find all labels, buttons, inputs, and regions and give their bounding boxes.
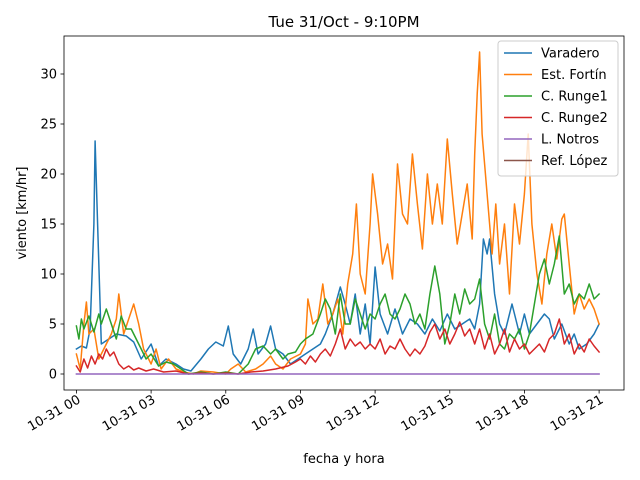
x-tick-label: 10-31 15: [399, 392, 457, 434]
plot-area: [63, 35, 625, 391]
legend-label-6: Ref. López: [541, 154, 608, 169]
legend-label-5: L. Notros: [541, 133, 599, 148]
x-tick-label: 10-31 06: [175, 392, 233, 434]
x-axis: 10-31 00 10-31 03 10-31 06 10-31 09 10-31 12…: [25, 390, 606, 435]
y-tick-label: 0: [49, 368, 57, 383]
x-axis-title: fecha y hora: [303, 452, 384, 467]
series-line-4: [75, 318, 601, 375]
chart-title: Tue 31/Oct - 9:10PM: [267, 13, 419, 31]
legend-label-2: Est. Fortín: [541, 68, 607, 83]
y-tick-label: 10: [40, 268, 57, 283]
y-axis: 0 5 10 15 20 25 30: [40, 68, 64, 383]
legend-label-4: C. Runge2: [541, 111, 608, 126]
series-lines: [75, 51, 601, 375]
y-tick-label: 5: [49, 318, 57, 333]
plot-frame: [63, 35, 625, 391]
legend-label-3: C. Runge1: [541, 90, 608, 105]
x-tick-label: 10-31 09: [249, 392, 307, 434]
series-line-2: [75, 51, 601, 375]
legend: Varadero Est. Fortín C. Runge1 C. Runge2 L. …: [497, 40, 619, 177]
series-line-3: [75, 235, 601, 375]
y-tick-label: 15: [40, 218, 57, 233]
y-tick-label: 25: [40, 118, 57, 133]
x-tick-label: 10-31 03: [100, 392, 158, 434]
y-tick-label: 30: [40, 68, 57, 83]
x-tick-label: 10-31 21: [548, 392, 606, 434]
x-tick-label: 10-31 00: [25, 392, 83, 434]
legend-label-1: Varadero: [541, 47, 599, 62]
x-tick-label: 10-31 12: [324, 392, 382, 434]
y-tick-label: 20: [40, 168, 57, 183]
y-axis-title: viento [km/hr]: [15, 166, 30, 259]
series-line-1: [75, 140, 601, 372]
x-tick-label: 10-31 18: [473, 392, 531, 434]
